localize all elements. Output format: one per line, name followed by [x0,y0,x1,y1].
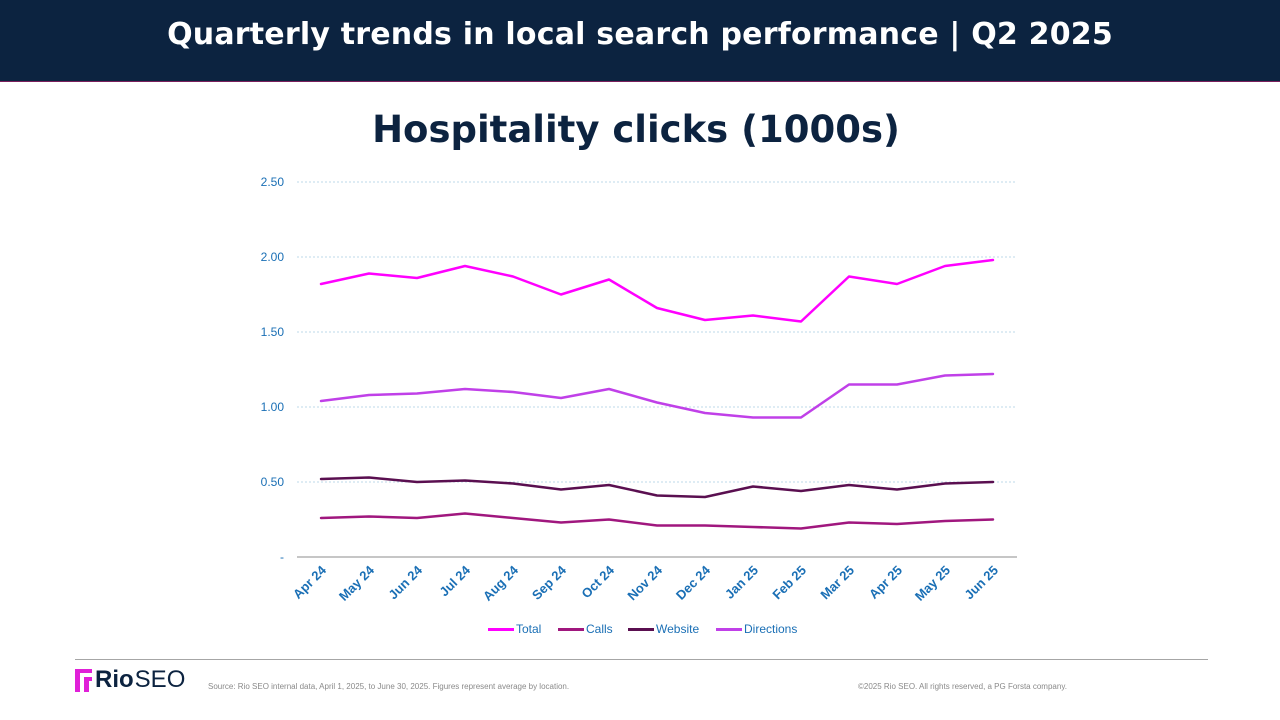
legend-item-directions: Directions [716,621,797,637]
page-title: Quarterly trends in local search perform… [167,17,1113,52]
header-banner: Quarterly trends in local search perform… [0,0,1280,82]
copyright-note: ©2025 Rio SEO. All rights reserved, a PG… [858,682,1067,691]
legend-item-total: Total [488,621,541,637]
rio-seo-logo: Rio SEO [75,666,186,693]
series-line-total [319,258,995,323]
x-tick-label: Jan 25 [722,563,761,602]
x-tick-label: May 25 [912,563,953,604]
chart-legend: Total Calls Website Directions [0,621,1280,637]
legend-label: Directions [744,622,798,636]
x-tick-label: May 24 [336,562,378,604]
series-line-website [319,476,995,499]
x-tick-label: Jun 25 [961,563,1001,603]
y-tick-label: 2.50 [261,175,285,189]
x-tick-label: Feb 25 [769,563,809,603]
x-tick-label: Aug 24 [480,562,522,604]
x-tick-label: Oct 24 [578,562,617,601]
logo-text-seo: SEO [134,666,186,693]
legend-item-calls: Calls [558,621,613,637]
legend-label: Website [656,622,700,636]
legend-label: Total [516,622,542,636]
logo-text-rio: Rio [95,666,134,693]
x-tick-label: Jul 24 [436,562,473,599]
legend-swatch [558,627,584,631]
y-tick-label: 2.00 [261,250,285,264]
series-line-directions [319,372,995,419]
chart-title: Hospitality clicks (1000s) [372,108,900,151]
y-tick-label: 1.50 [261,325,285,339]
legend-swatch [488,627,514,631]
x-tick-label: Apr 24 [290,562,330,602]
x-tick-label: Jun 24 [385,562,425,602]
x-tick-label: Apr 25 [866,563,905,602]
source-note: Source: Rio SEO internal data, April 1, … [208,682,570,691]
series-line-calls [319,512,995,530]
x-tick-label: Dec 24 [673,562,714,603]
x-tick-label: Sep 24 [529,562,570,603]
legend-swatch [716,627,742,631]
y-tick-label: 1.00 [261,400,285,414]
legend-item-website: Website [628,621,699,637]
rio-logo-mark-icon [75,668,92,692]
footer-divider [75,659,1208,660]
x-tick-label: Nov 24 [624,562,665,603]
x-tick-label: Mar 25 [817,563,857,603]
y-tick-label: - [280,550,284,564]
legend-label: Calls [586,622,613,636]
legend-swatch [628,627,654,631]
y-tick-label: 0.50 [261,475,285,489]
